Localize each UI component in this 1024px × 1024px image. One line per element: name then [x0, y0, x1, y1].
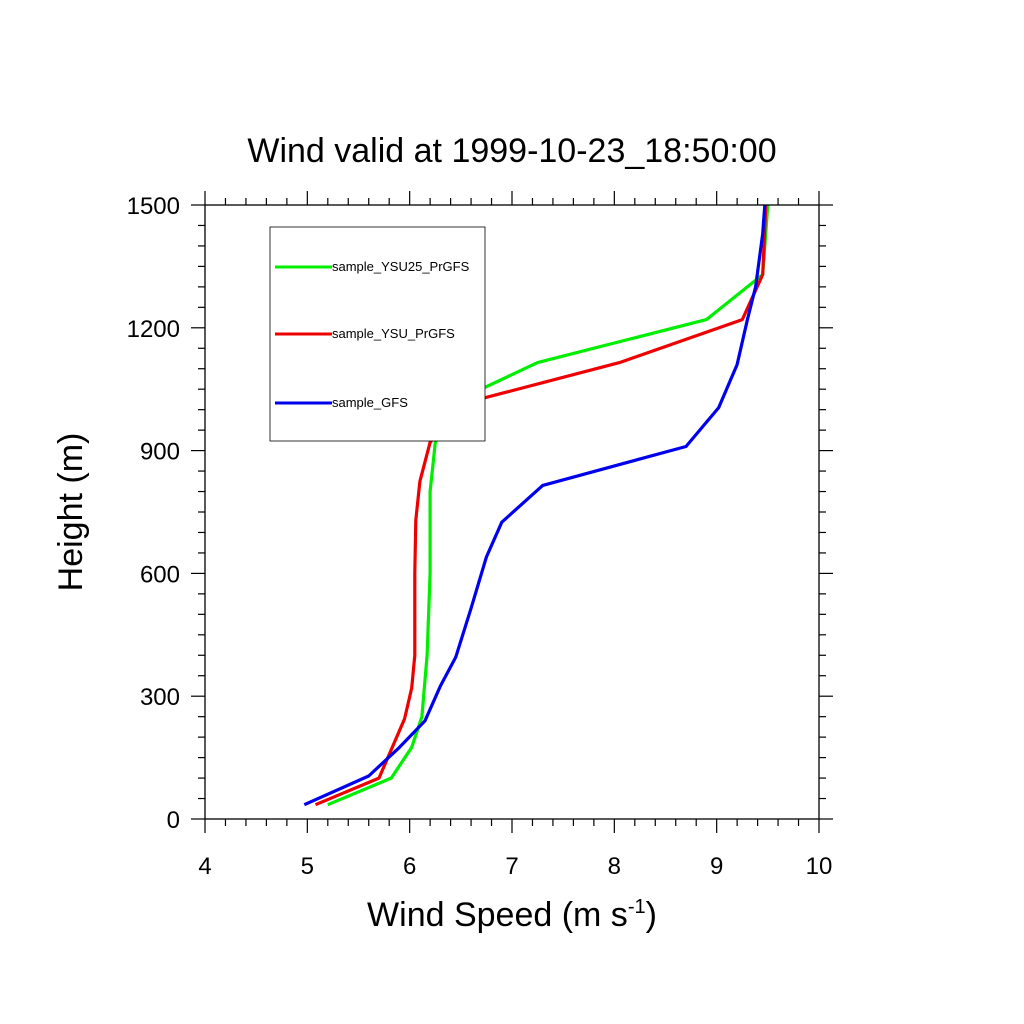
legend-label-2: sample_GFS [332, 395, 408, 410]
y-axis-label: Height (m) [52, 433, 90, 592]
series-line-2 [303, 204, 767, 807]
series-line-1 [314, 204, 768, 807]
y-tick-label: 0 [167, 807, 180, 834]
y-tick-label: 1200 [127, 316, 180, 343]
x-axis-label-superscript: -1 [628, 896, 646, 918]
legend: sample_YSU25_PrGFS sample_YSU_PrGFSsample… [269, 226, 486, 442]
ticks-layer: 4 5 6 7 8 9 10 0 300 600 900 1200 1500 [127, 191, 833, 880]
legend-label-1: sample_YSU_PrGFS [332, 326, 455, 341]
y-tick-label: 300 [140, 684, 180, 711]
x-tick-label: 6 [403, 853, 416, 880]
x-axis-label-main: Wind Speed (m s [367, 896, 628, 934]
chart-title: Wind valid at 1999-10-23_18:50:00 [247, 132, 776, 170]
y-tick-label: 900 [140, 439, 180, 466]
x-tick-label: 7 [505, 853, 518, 880]
y-tick-label: 1500 [127, 193, 180, 220]
x-tick-label: 9 [710, 853, 723, 880]
x-tick-label: 5 [301, 853, 314, 880]
x-tick-label: 10 [806, 853, 833, 880]
legend-label-0: sample_YSU25_PrGFS [332, 259, 470, 274]
series-layer [303, 204, 770, 807]
x-axis-label-close: ) [646, 896, 657, 934]
series-line-0 [327, 204, 770, 807]
x-axis-label: Wind Speed (m s-1) [367, 896, 657, 934]
x-tick-label: 8 [608, 853, 621, 880]
x-tick-label: 4 [198, 853, 211, 880]
y-tick-label: 600 [140, 561, 180, 588]
